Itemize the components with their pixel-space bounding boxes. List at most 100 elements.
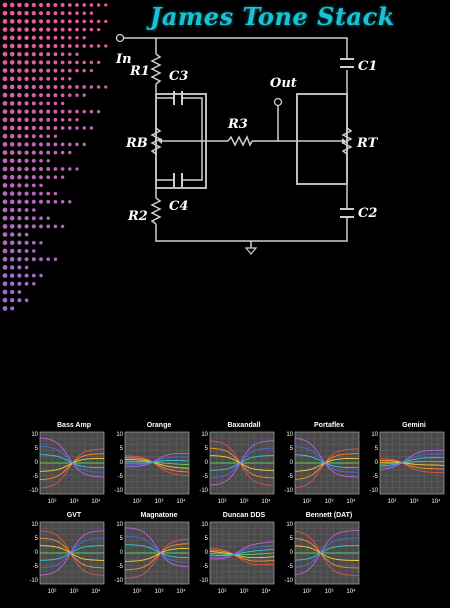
decor-dot — [2, 133, 8, 139]
decor-dot — [24, 117, 29, 122]
y-tick-label: -5 — [118, 474, 124, 480]
response-curve — [209, 549, 275, 562]
decor-dot — [32, 208, 36, 212]
response-curve — [209, 455, 274, 471]
decor-dot — [24, 249, 29, 253]
decor-dot — [31, 134, 36, 139]
response-curve — [379, 460, 445, 465]
response-curve — [125, 456, 190, 466]
x-tick-label: 10² — [218, 499, 227, 505]
decor-dot — [96, 27, 101, 32]
decor-dot — [39, 175, 43, 180]
decor-dot — [17, 92, 22, 98]
response-curve — [125, 459, 190, 469]
decor-dot — [2, 256, 8, 262]
decor-dot — [46, 109, 51, 114]
decor-dot — [39, 134, 43, 139]
decor-dot — [17, 76, 22, 82]
decor-dot — [82, 36, 86, 40]
decor-dot — [31, 142, 36, 147]
x-tick-label: 10³ — [155, 589, 164, 595]
decor-dot — [17, 240, 22, 245]
decor-dot — [24, 68, 29, 73]
response-curve — [125, 535, 189, 563]
response-curve — [295, 457, 360, 472]
decor-dot — [31, 150, 36, 155]
decor-dot — [67, 68, 72, 73]
output-terminal — [273, 97, 283, 107]
y-tick-label: 0 — [290, 550, 294, 556]
decor-dot — [24, 175, 29, 180]
label-rt: RT — [356, 136, 379, 151]
decor-dot — [2, 174, 8, 180]
decor-dot — [17, 191, 22, 196]
decor-dot — [24, 298, 29, 303]
decor-dot — [53, 19, 58, 24]
response-curve — [125, 455, 190, 477]
decor-dot — [31, 175, 36, 180]
response-curve — [124, 547, 189, 562]
y-tick-label: 0 — [205, 460, 209, 466]
decor-dot — [2, 2, 8, 8]
decor-dot — [24, 273, 29, 278]
decor-dot — [24, 101, 29, 106]
decor-dot — [31, 166, 36, 172]
response-curve — [39, 537, 105, 569]
decor-dot — [17, 248, 22, 254]
decor-dot — [68, 93, 72, 97]
decor-dot — [46, 216, 50, 220]
decor-dot — [67, 109, 72, 114]
y-tick-label: 10 — [286, 432, 293, 438]
decor-dot — [60, 167, 65, 171]
decor-dot — [67, 19, 72, 24]
decor-dot — [31, 68, 36, 73]
decor-dot — [60, 142, 65, 147]
decor-dot — [9, 27, 15, 32]
y-tick-label: 0 — [120, 460, 124, 466]
decor-dot — [24, 2, 29, 8]
y-tick-label: -10 — [114, 488, 123, 494]
decor-dot — [9, 92, 15, 98]
decor-dot — [24, 199, 29, 204]
y-tick-label: 10 — [371, 432, 378, 438]
decor-dot — [17, 257, 22, 262]
c3-capacitor — [173, 91, 183, 105]
x-tick-label: 10² — [133, 589, 142, 595]
response-curve — [294, 437, 360, 478]
frequency-response-plot: 10 5 0 -5 -10 10² 10³ 10⁴ — [284, 431, 360, 505]
decor-dot — [31, 2, 36, 8]
decor-dot — [9, 248, 15, 254]
decor-dot — [9, 76, 15, 82]
decor-dot — [2, 199, 8, 205]
page-title: James Tone Stack — [150, 2, 395, 31]
decor-dot — [24, 19, 29, 24]
x-tick-label: 10⁴ — [91, 498, 101, 505]
response-curve — [294, 446, 359, 473]
response-curve — [294, 453, 359, 480]
decor-dot — [2, 240, 8, 246]
y-tick-label: 5 — [35, 446, 39, 452]
decor-dot — [31, 183, 36, 188]
decor-dot — [60, 11, 65, 16]
decorative-dot-matrix — [2, 2, 108, 311]
decor-dot — [104, 44, 108, 48]
decor-dot — [82, 60, 86, 65]
decor-dot — [38, 93, 44, 98]
decor-dot — [82, 11, 86, 15]
decor-dot — [2, 27, 8, 32]
plot-title: Bass Amp — [57, 422, 91, 429]
decor-dot — [31, 257, 36, 262]
y-tick-label: -10 — [284, 488, 293, 494]
decor-dot — [9, 133, 15, 139]
y-tick-label: -10 — [284, 578, 293, 584]
response-curve — [209, 551, 275, 559]
label-in: In — [115, 52, 132, 67]
decor-dot — [31, 224, 36, 229]
x-tick-label: 10⁴ — [261, 588, 271, 595]
y-tick-label: 0 — [205, 550, 209, 556]
y-tick-label: -10 — [29, 578, 38, 584]
response-curve — [124, 527, 190, 568]
decor-dot — [38, 68, 44, 73]
decor-dot — [60, 85, 65, 89]
decor-dot — [24, 10, 29, 16]
